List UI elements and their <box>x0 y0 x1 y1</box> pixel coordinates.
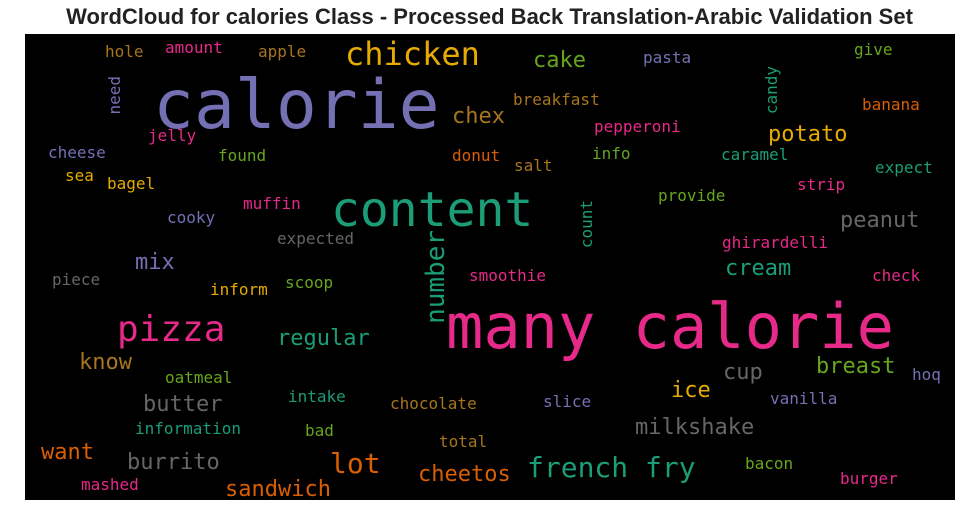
word-cream: cream <box>725 256 792 281</box>
word-calorie: calorie <box>153 66 440 145</box>
word-pepperoni: pepperoni <box>594 117 681 136</box>
word-cooky: cooky <box>167 208 216 227</box>
word-count: count <box>577 200 596 249</box>
word-lot: lot <box>330 447 381 480</box>
word-candy: candy <box>762 66 781 115</box>
word-hoq: hoq <box>912 365 941 384</box>
word-salt: salt <box>514 156 553 175</box>
word-content: content <box>331 182 534 238</box>
word-caramel: caramel <box>721 145 789 164</box>
word-expect: expect <box>875 158 933 177</box>
word-cheetos: cheetos <box>418 462 511 487</box>
word-cheese: cheese <box>48 143 106 162</box>
word-chocolate: chocolate <box>390 394 477 413</box>
word-know: know <box>79 350 132 375</box>
word-pizza: pizza <box>117 309 226 350</box>
word-bagel: bagel <box>107 174 156 193</box>
word-burrito: burrito <box>127 450 220 475</box>
word-oatmeal: oatmeal <box>165 368 233 387</box>
word-hole: hole <box>105 42 144 61</box>
word-vanilla: vanilla <box>770 389 838 408</box>
word-chicken: chicken <box>345 35 480 73</box>
word-breakfast: breakfast <box>513 90 600 109</box>
word-check: check <box>872 266 921 285</box>
word-sea: sea <box>65 166 94 185</box>
word-slice: slice <box>543 392 592 411</box>
word-number: number <box>421 230 451 324</box>
word-scoop: scoop <box>285 273 334 292</box>
word-amount: amount <box>165 38 223 57</box>
word-total: total <box>439 432 488 451</box>
word-sandwich: sandwich <box>225 477 331 501</box>
word-smoothie: smoothie <box>469 266 547 285</box>
word-donut: donut <box>452 146 501 165</box>
word-breast: breast <box>816 354 896 379</box>
word-potato: potato <box>768 122 848 147</box>
word-mashed: mashed <box>81 475 139 494</box>
word-want: want <box>41 440 94 465</box>
chart-title: WordCloud for calories Class - Processed… <box>66 4 913 29</box>
word-cloud-canvas: many calorie calorie content chicken pizza fr… <box>25 34 955 500</box>
word-provide: provide <box>658 186 726 205</box>
word-peanut: peanut <box>840 208 920 233</box>
word-jelly: jelly <box>148 126 197 145</box>
word-regular: regular <box>277 326 370 351</box>
word-found: found <box>218 146 267 165</box>
word-ghirardelli: ghirardelli <box>722 233 828 252</box>
word-milkshake: milkshake <box>635 415 755 440</box>
word-cake: cake <box>533 48 586 73</box>
word-muffin: muffin <box>243 194 301 213</box>
word-information: information <box>135 419 241 438</box>
word-pasta: pasta <box>643 48 692 67</box>
word-give: give <box>854 40 893 59</box>
word-chex: chex <box>452 104 505 129</box>
word-strip: strip <box>797 175 846 194</box>
word-burger: burger <box>840 469 898 488</box>
word-expected: expected <box>277 229 355 248</box>
word-piece: piece <box>52 270 101 289</box>
word-inform: inform <box>210 280 268 299</box>
word-intake: intake <box>288 387 346 406</box>
word-many-calorie: many calorie <box>446 290 894 363</box>
word-french-fry: french fry <box>527 451 696 484</box>
word-info: info <box>592 144 631 163</box>
word-banana: banana <box>862 95 920 114</box>
word-bad: bad <box>305 421 334 440</box>
word-bacon: bacon <box>745 454 794 473</box>
word-butter: butter <box>143 392 223 417</box>
word-mix: mix <box>135 250 175 275</box>
word-apple: apple <box>258 42 307 61</box>
word-cup: cup <box>723 360 763 385</box>
word-need: need <box>105 76 124 115</box>
word-ice: ice <box>671 378 711 403</box>
